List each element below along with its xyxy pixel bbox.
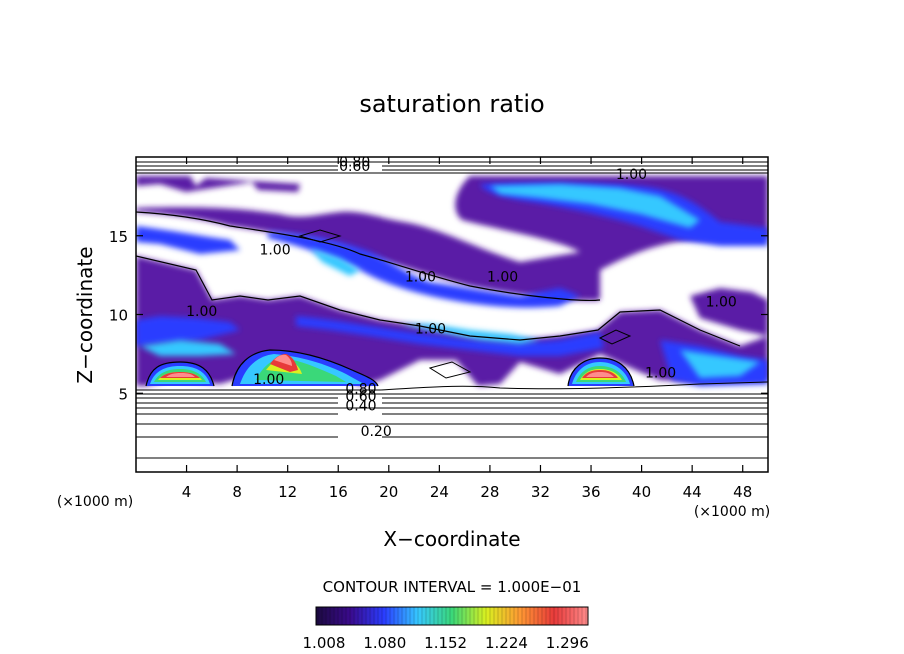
x-tick-label: 40 [632, 483, 651, 501]
contour-label: 1.00 [487, 269, 518, 285]
x-axis-title: X−coordinate [383, 527, 520, 551]
x-tick-label: 12 [278, 483, 297, 501]
colorbar-tick-label: 1.152 [424, 634, 467, 652]
colorbar-tick-label: 1.080 [363, 634, 406, 652]
x-tick-label: 16 [329, 483, 348, 501]
contour-label: 1.00 [616, 167, 647, 183]
x-tick-label: 32 [531, 483, 550, 501]
x-tick-label: 8 [232, 483, 242, 501]
contour-label: 0.40 [345, 399, 376, 415]
x-axis: 4 8 12 16 20 24 28 32 36 40 44 48 [182, 157, 752, 501]
colorbar-hatching [317, 607, 587, 625]
colorbar-tick-label: 1.224 [485, 634, 528, 652]
contour-label: 1.00 [253, 372, 284, 388]
contour-label: 0.60 [345, 389, 376, 405]
x-tick-label: 36 [581, 483, 600, 501]
x-unit-left: (×1000 m) [57, 494, 133, 510]
contour-lines [136, 161, 768, 459]
x-unit-right: (×1000 m) [694, 504, 770, 520]
chart-title: saturation ratio [359, 90, 544, 118]
contour-label: 1.00 [405, 269, 436, 285]
plot-area: 0.200.400.600.800.600.801.001.001.001.00… [136, 154, 768, 472]
y-axis-title: Z−coordinate [73, 246, 97, 383]
contour-label: 0.80 [345, 381, 376, 397]
colorbar-ticks: 1.008 1.080 1.152 1.224 1.296 [303, 634, 589, 652]
x-tick-label: 20 [379, 483, 398, 501]
contour-interval: CONTOUR INTERVAL = 1.000E−01 [323, 578, 582, 596]
contour-label: 0.80 [339, 154, 370, 170]
x-tick-label: 4 [182, 483, 192, 501]
x-tick-label: 28 [480, 483, 499, 501]
contour-label: 0.60 [339, 159, 370, 175]
y-tick-label: 15 [109, 228, 128, 246]
contour-labels: 0.200.400.600.800.600.801.001.001.001.00… [186, 154, 737, 440]
colorbar-tick-label: 1.008 [303, 634, 346, 652]
x-tick-label: 44 [683, 483, 702, 501]
x-tick-label: 48 [733, 483, 752, 501]
contour-label: 1.00 [645, 366, 676, 382]
contour-label: 0.20 [361, 424, 392, 440]
y-axis: 5 10 15 [109, 228, 768, 403]
cloud-cores [146, 350, 634, 386]
contour-label: 1.00 [706, 295, 737, 311]
contour-label: 1.00 [415, 321, 446, 337]
colorbar: 1.008 1.080 1.152 1.224 1.296 [303, 606, 589, 652]
y-tick-label: 5 [118, 385, 128, 403]
contour-label: 1.00 [186, 304, 217, 320]
contour-label: 1.00 [259, 243, 290, 259]
y-tick-label: 10 [109, 307, 128, 325]
colorbar-tick-label: 1.296 [546, 634, 589, 652]
x-tick-label: 24 [430, 483, 449, 501]
